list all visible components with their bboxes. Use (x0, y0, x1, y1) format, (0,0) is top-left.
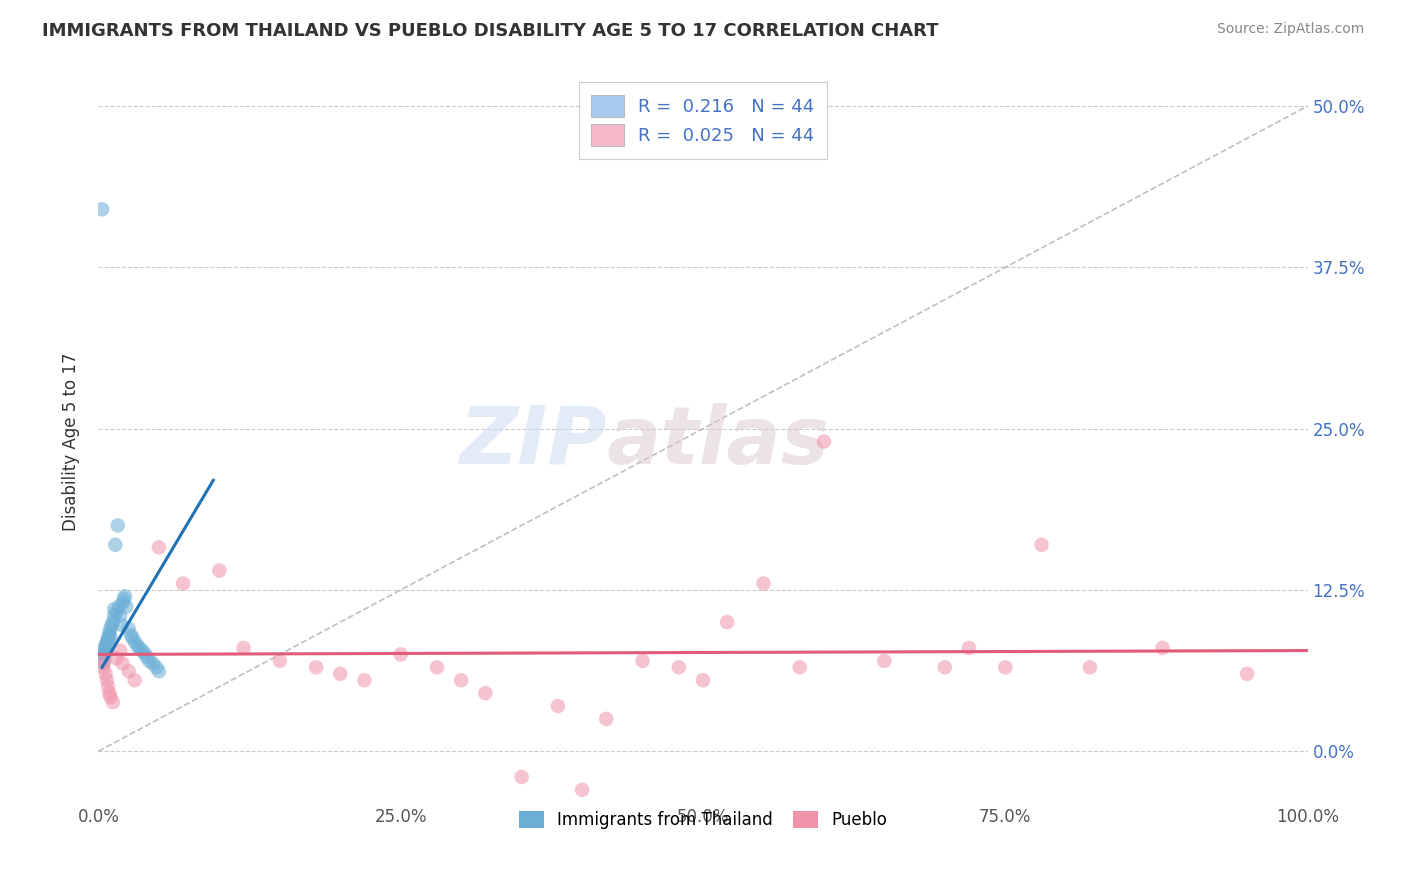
Point (96, 673, 118, 688)
Text: Source: ZipAtlas.com: Source: ZipAtlas.com (1216, 22, 1364, 37)
Point (135, 650, 157, 665)
Point (813, 434, 835, 449)
Point (957, 640, 980, 655)
Point (104, 538, 127, 552)
Point (128, 640, 150, 655)
Point (138, 654, 160, 668)
Point (131, 643, 153, 657)
Point (93, 648, 115, 662)
Point (1236, 666, 1258, 681)
Point (148, 664, 170, 678)
Point (571, 783, 593, 797)
Y-axis label: Disability Age 5 to 17: Disability Age 5 to 17 (62, 352, 80, 531)
Point (93, 643, 115, 657)
Point (269, 654, 291, 668)
Point (105, 605, 128, 619)
Point (110, 617, 132, 632)
Point (97, 680, 120, 694)
Point (94, 666, 117, 681)
Point (208, 564, 231, 578)
Point (94, 642, 117, 657)
Point (752, 576, 775, 591)
Point (389, 648, 412, 662)
Point (108, 599, 131, 614)
Point (108, 608, 131, 623)
Point (114, 590, 136, 604)
Point (100, 617, 122, 632)
Point (510, 770, 533, 784)
Point (873, 654, 896, 668)
Point (103, 602, 125, 616)
Point (98, 625, 121, 640)
Point (98, 686, 121, 700)
Point (789, 660, 811, 674)
Point (474, 686, 496, 700)
Point (107, 518, 129, 533)
Point (148, 541, 170, 555)
Point (426, 660, 449, 674)
Point (1031, 538, 1053, 552)
Point (100, 690, 122, 704)
Point (91, 660, 114, 674)
Point (93, 640, 115, 655)
Point (91, 651, 114, 665)
Point (94, 646, 117, 660)
Point (96, 634, 118, 648)
Point (111, 657, 134, 671)
Point (115, 599, 138, 614)
Point (305, 660, 328, 674)
Point (105, 651, 128, 665)
Point (111, 596, 134, 610)
Point (668, 660, 690, 674)
Point (112, 591, 135, 606)
Point (353, 673, 375, 688)
Point (134, 646, 156, 660)
Point (118, 622, 141, 636)
Point (595, 712, 617, 726)
Point (91, 657, 114, 671)
Point (93, 654, 115, 668)
Point (97, 633, 120, 648)
Point (96, 637, 118, 651)
Point (994, 660, 1017, 674)
Point (124, 634, 146, 648)
Point (121, 631, 143, 645)
Point (934, 660, 956, 674)
Point (120, 628, 142, 642)
Point (91, 202, 114, 217)
Point (103, 608, 125, 623)
Text: IMMIGRANTS FROM THAILAND VS PUEBLO DISABILITY AGE 5 TO 17 CORRELATION CHART: IMMIGRANTS FROM THAILAND VS PUEBLO DISAB… (42, 22, 939, 40)
Point (232, 640, 254, 655)
Text: ZIP: ZIP (458, 402, 606, 481)
Point (145, 660, 167, 674)
Point (631, 654, 654, 668)
Point (97, 631, 120, 645)
Point (1078, 660, 1101, 674)
Point (716, 615, 738, 630)
Point (118, 664, 141, 678)
Point (100, 622, 122, 636)
Point (124, 673, 146, 688)
Point (101, 695, 124, 709)
Point (692, 673, 714, 688)
Point (172, 576, 194, 591)
Point (101, 615, 124, 630)
Point (94, 639, 117, 653)
Point (329, 666, 352, 681)
Point (142, 657, 165, 671)
Point (450, 673, 472, 688)
Point (127, 639, 149, 653)
Point (547, 699, 569, 714)
Text: atlas: atlas (606, 402, 830, 481)
Point (1152, 640, 1174, 655)
Point (108, 643, 131, 657)
Point (98, 628, 121, 642)
Point (100, 631, 122, 645)
Legend: Immigrants from Thailand, Pueblo: Immigrants from Thailand, Pueblo (510, 803, 896, 838)
